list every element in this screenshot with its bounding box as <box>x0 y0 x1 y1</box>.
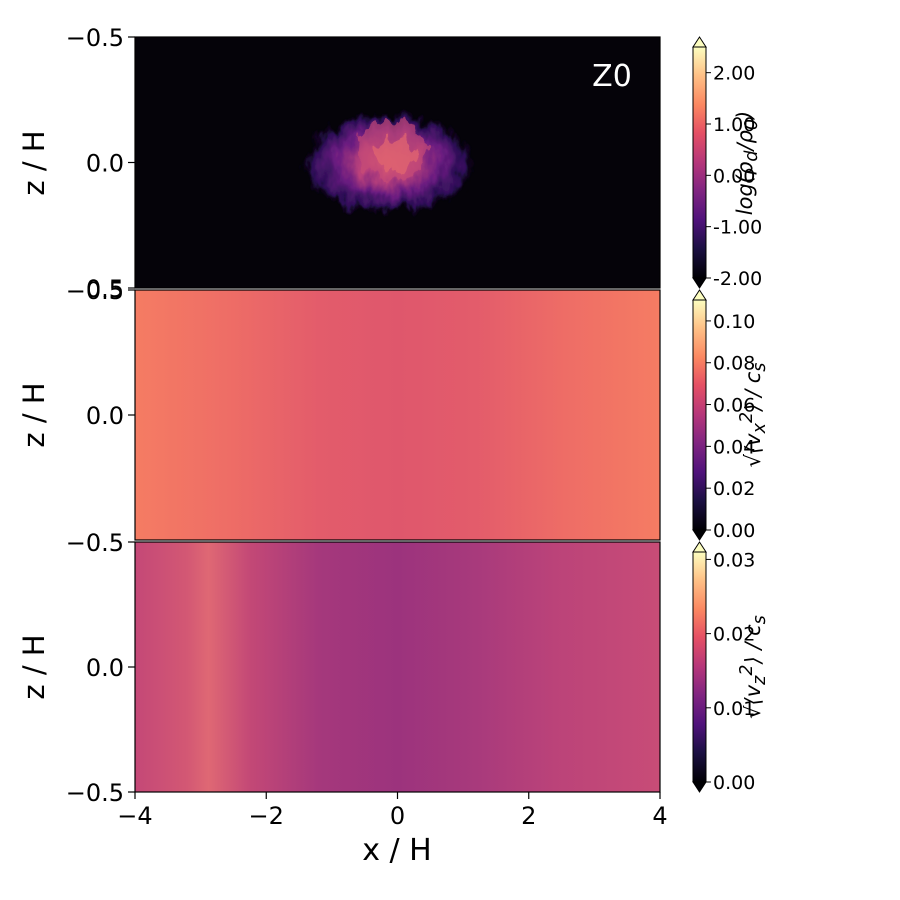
xtick-label: −2 <box>249 802 284 830</box>
panel-3 <box>134 541 661 793</box>
panel-3-field <box>135 542 660 792</box>
xtick-label: 2 <box>521 802 536 830</box>
y-axes: −0.50.00.5−0.50.0−0.50.0−0.5 <box>66 24 135 807</box>
xtick-label: −4 <box>117 802 152 830</box>
colorbar-3-extend-min <box>692 781 707 793</box>
panel-3-ylabel: z / H <box>17 634 51 699</box>
colorbar-2-tick-label: 0.00 <box>713 520 755 542</box>
panel-1-ylabel: z / H <box>17 130 51 195</box>
colorbar-3-tick-label: 0.01 <box>713 698 755 720</box>
colorbar-1-tick-label: 2.00 <box>713 63 755 85</box>
colorbar-3-label: √⟨vz2⟩ / cs <box>737 615 767 719</box>
colorbar-2-tick-label: 0.02 <box>713 478 755 500</box>
panel-1-annotation: Z0 <box>592 59 632 94</box>
panel-1: Z0 <box>134 36 661 289</box>
colorbar-1-tick-label: -2.00 <box>713 268 762 290</box>
panel-2-field <box>135 290 660 540</box>
dust-clump <box>300 111 476 215</box>
colorbars: 2.00 1.00 0.00 -1.00 -2.00 0.10 0.08 0.06 0.04 0.… <box>692 36 762 794</box>
colorbar-2 <box>692 299 707 531</box>
colorbar-2-tick-label: 0.10 <box>713 311 755 333</box>
colorbar-1-tick-label: 0.00 <box>713 165 755 187</box>
colorbar-2-tick-label: 0.04 <box>713 436 755 458</box>
colorbar-3 <box>692 551 707 783</box>
colorbar-1-tick-label: 1.00 <box>713 114 755 136</box>
colorbar-3-tick-label: 0.03 <box>713 549 755 571</box>
xtick-label: 0 <box>390 802 405 830</box>
colorbar-1-extend-min <box>692 277 707 289</box>
colorbar-1 <box>692 46 707 279</box>
colorbar-1-tick-label: -1.00 <box>713 217 762 239</box>
colorbar-2-tick-label: 0.06 <box>713 395 755 417</box>
xtick-label: 4 <box>652 802 667 830</box>
panel-3-ytick-label: −0.5 <box>66 529 124 557</box>
colorbar-1-label: log(ρd/ρ0) <box>733 110 763 216</box>
panel-1-ytick-label: 0.0 <box>86 150 124 178</box>
panel-1-ytick-label: 0.5 <box>86 275 124 303</box>
panel-3-ytick-label: −0.5 <box>66 779 124 807</box>
colorbar-2-label: √⟨vx2⟩ / cs <box>737 363 767 468</box>
colorbar-3-tick-label: 0.00 <box>713 772 755 794</box>
panel-2 <box>134 289 661 541</box>
colorbar-3-tick-label: 0.02 <box>713 624 755 646</box>
colorbar-2-extend-min <box>692 529 707 541</box>
colorbar-2-extend-max <box>692 289 707 301</box>
colorbar-3-extend-max <box>692 541 707 553</box>
panel-3-ytick-label: 0.0 <box>86 654 124 682</box>
colorbar-2-tick-label: 0.08 <box>713 353 755 375</box>
panel-1-ytick-label: −0.5 <box>66 24 124 52</box>
panel-2-ytick-label: 0.0 <box>86 402 124 430</box>
panel-2-ylabel: z / H <box>17 382 51 447</box>
colorbar-1-extend-max <box>692 36 707 48</box>
x-axis-label: x / H <box>362 833 432 868</box>
x-axis: −4 −2 0 2 4 <box>117 792 668 830</box>
panel-2-ytick-label: −0.5 <box>66 277 124 305</box>
